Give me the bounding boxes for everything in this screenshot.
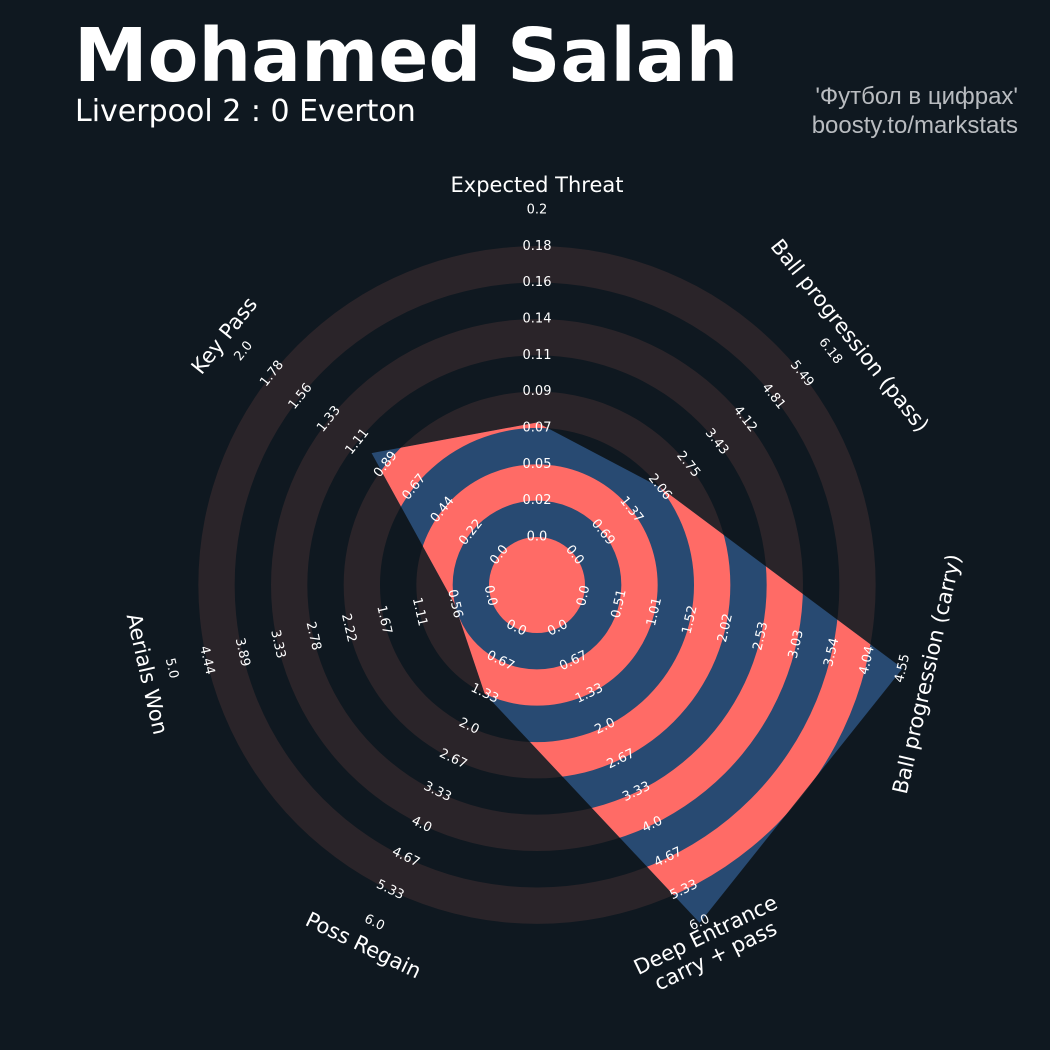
credit-block: 'Футбол в цифрах' boosty.to/markstats [812, 82, 1018, 140]
tick-label: 5.0 [162, 657, 181, 681]
tick-label: 0.0 [481, 584, 500, 608]
credit-link: boosty.to/markstats [811, 112, 1018, 139]
svg-text:Expected Threat: Expected Threat [451, 173, 624, 197]
tick-label: 0.02 [523, 493, 552, 508]
tick-label: 0.51 [609, 588, 630, 620]
tick-label: 0.09 [523, 384, 552, 399]
tick-label: 3.54 [821, 637, 842, 669]
tick-label: 0.18 [523, 239, 552, 254]
tick-label: 0.0 [527, 530, 548, 545]
tick-label: 3.33 [267, 628, 288, 660]
tick-label: 1.01 [644, 596, 665, 628]
param-label: Aerials Won [122, 611, 173, 737]
tick-label: 0.11 [523, 348, 552, 363]
param-label: Expected Threat [451, 173, 624, 197]
tick-label: 1.67 [373, 604, 394, 636]
svg-text:Key Pass: Key Pass [186, 292, 262, 378]
player-ring-overlay [371, 422, 876, 923]
tick-label: 2.53 [750, 620, 771, 652]
tick-label: 0.16 [523, 275, 552, 290]
tick-label: 0.05 [523, 457, 552, 472]
credit-source: 'Футбол в цифрах' [815, 83, 1018, 110]
tick-label: 2.0 [231, 338, 256, 364]
page-title: Mohamed Salah [74, 13, 739, 99]
tick-label: 0.14 [523, 312, 552, 327]
tick-label: 4.04 [857, 645, 878, 677]
param-label: Key Pass [186, 292, 262, 378]
tick-label: 0.56 [444, 588, 465, 620]
tick-label: 1.52 [680, 604, 701, 636]
match-subtitle: Liverpool 2 : 0 Everton [75, 94, 416, 129]
tick-label: 0.0 [574, 584, 593, 608]
tick-label: 2.22 [338, 612, 359, 644]
tick-label: 3.03 [786, 628, 807, 660]
param-label: Poss Regain [302, 907, 425, 983]
tick-label: 4.44 [196, 645, 217, 677]
tick-label: 6.0 [362, 912, 387, 934]
overlay-ring-center [489, 537, 585, 633]
tick-label: 3.89 [232, 637, 253, 669]
overlay-ring-band [416, 464, 658, 706]
tick-label: 1.11 [409, 596, 430, 628]
tick-label: 0.07 [523, 421, 552, 436]
tick-label: 0.2 [527, 203, 548, 218]
tick-label: 4.55 [892, 653, 913, 685]
tick-label: 2.02 [715, 612, 736, 644]
tick-label: 2.78 [303, 620, 324, 652]
player-polygon [371, 422, 903, 923]
svg-text:Poss Regain: Poss Regain [302, 907, 425, 983]
svg-text:Aerials Won: Aerials Won [122, 611, 173, 737]
